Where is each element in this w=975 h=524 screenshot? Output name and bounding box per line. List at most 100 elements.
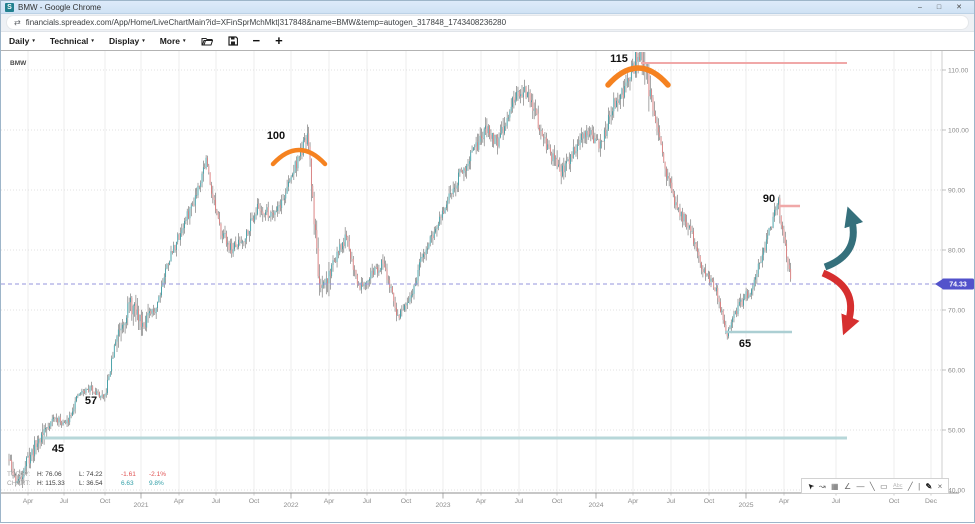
grid-tool-icon[interactable]: ▦ (831, 481, 839, 491)
spreadex-app-icon: S (5, 2, 14, 12)
svg-text:Dec: Dec (925, 498, 938, 505)
down-candles (8, 52, 792, 483)
level-label-100[interactable]: 100 (265, 129, 286, 144)
save-chart-icon[interactable] (227, 36, 238, 46)
top-arc-100[interactable] (270, 147, 328, 167)
chevron-down-icon: ▾ (91, 38, 94, 44)
svg-text:Jul: Jul (832, 498, 841, 505)
svg-text:90.00: 90.00 (948, 187, 965, 194)
level-label-115[interactable]: 115 (609, 52, 630, 67)
svg-text:Apr: Apr (476, 498, 487, 505)
horizontal-line-tool-icon[interactable]: — (856, 481, 865, 491)
price-chart-canvas[interactable]: BMW 74.33 110.00 100.00 90.00 80.00 70.00 60.00… (1, 50, 975, 524)
url-text[interactable]: financials.spreadex.com/App/Home/LiveCha… (25, 18, 507, 27)
svg-text:Oct: Oct (704, 498, 715, 505)
svg-text:100.00: 100.00 (948, 127, 969, 134)
chart-toolbar: Daily ▾ Technical ▾ Display ▾ More ▾ − + (1, 32, 974, 50)
chevron-down-icon: ▾ (142, 38, 145, 44)
level-label-57[interactable]: 57 (83, 394, 98, 409)
info-low: L: 36.54 (79, 480, 103, 487)
svg-text:Oct: Oct (100, 498, 111, 505)
current-price-badge: 74.33 (935, 278, 974, 290)
tab-switcher-icon[interactable]: ⇄ (14, 18, 21, 27)
candle-wicks (8, 52, 791, 488)
candles (8, 52, 792, 488)
address-bar-row: ⇄ financials.spreadex.com/App/Home/LiveC… (1, 14, 974, 32)
svg-text:Jul: Jul (363, 498, 372, 505)
top-arc-115[interactable] (605, 65, 671, 88)
symbol-watermark: BMW (10, 60, 27, 67)
polyline-arrow-tool-icon[interactable]: ↝ (818, 481, 826, 491)
menu-daily-label: Daily (9, 36, 30, 46)
svg-text:Apr: Apr (628, 498, 639, 505)
menu-display-label: Display (108, 36, 140, 46)
info-high: H: 115.33 (37, 480, 65, 487)
chevron-down-icon: ▾ (183, 38, 186, 44)
svg-text:50.00: 50.00 (948, 427, 965, 434)
up-candles (16, 52, 779, 483)
scenario-up-arrow[interactable] (823, 206, 864, 271)
svg-text:2022: 2022 (283, 502, 298, 509)
level-label-65[interactable]: 65 (737, 337, 752, 352)
open-chart-icon[interactable] (201, 36, 213, 46)
svg-text:Oct: Oct (401, 498, 412, 505)
svg-text:40.00: 40.00 (948, 487, 965, 494)
menu-display[interactable]: Display ▾ (109, 36, 145, 46)
svg-text:80.00: 80.00 (948, 247, 965, 254)
zoom-in-icon[interactable]: + (275, 33, 283, 48)
svg-text:60.00: 60.00 (948, 367, 965, 374)
svg-text:Apr: Apr (324, 498, 335, 505)
maximize-button[interactable]: □ (936, 3, 942, 11)
svg-text:70.00: 70.00 (948, 307, 965, 314)
scenario-down-arrow[interactable] (821, 269, 860, 336)
zoom-out-icon[interactable]: − (252, 33, 261, 48)
info-change-pct: 9.8% (149, 480, 164, 487)
cursor-tool-icon[interactable]: ➤ (806, 481, 816, 491)
diagonal-line-tool-icon[interactable]: ╱ (907, 481, 913, 491)
menu-daily[interactable]: Daily ▾ (9, 36, 35, 46)
info-change-pct: -2.1% (149, 471, 166, 478)
svg-text:Jul: Jul (667, 498, 676, 505)
svg-text:Oct: Oct (249, 498, 260, 505)
menu-technical[interactable]: Technical ▾ (50, 36, 94, 46)
ohlc-info-row: CHART: H: 115.33 L: 36.54 6.63 9.8% (7, 479, 179, 488)
svg-text:Jul: Jul (515, 498, 524, 505)
info-label: TODAY: (7, 471, 31, 478)
drawing-toolbox: ➤ ↝ ▦ ∠ — ╲ ▭ Abc ╱ | ✎ × (801, 478, 949, 494)
level-label-45[interactable]: 45 (50, 442, 65, 457)
time-axis: Apr Jul Oct 2021 Apr Jul Oct 2022 Apr Jul Oct 2023 A… (23, 493, 938, 509)
ohlc-info-row: TODAY: H: 76.06 L: 74.22 -1.61 -2.1% (7, 470, 179, 479)
minimize-button[interactable]: – (917, 3, 922, 11)
info-low: L: 74.22 (79, 471, 103, 478)
chevron-down-icon: ▾ (32, 38, 35, 44)
pencil-tool-icon[interactable]: ✎ (925, 481, 933, 491)
menu-technical-label: Technical (49, 36, 89, 46)
segment-tool-icon[interactable]: ╲ (869, 481, 875, 491)
svg-text:2024: 2024 (588, 502, 603, 509)
svg-text:2023: 2023 (435, 502, 450, 509)
info-high: H: 76.06 (37, 471, 62, 478)
info-change: -1.61 (121, 471, 136, 478)
window-title: BMW - Google Chrome (18, 2, 102, 12)
close-button[interactable]: ✕ (956, 3, 962, 11)
svg-text:Jul: Jul (212, 498, 221, 505)
svg-text:74.33: 74.33 (949, 282, 967, 289)
svg-text:2021: 2021 (133, 502, 148, 509)
delete-drawing-icon[interactable]: × (937, 481, 943, 491)
address-bar[interactable]: ⇄ financials.spreadex.com/App/Home/LiveC… (6, 15, 969, 30)
title-bar: S BMW - Google Chrome – □ ✕ (1, 1, 974, 14)
svg-text:Apr: Apr (779, 498, 790, 505)
svg-text:Jul: Jul (60, 498, 69, 505)
info-change: 6.63 (121, 480, 134, 487)
text-tool-icon[interactable]: Abc (893, 483, 903, 489)
fan-lines-tool-icon[interactable]: ∠ (843, 481, 852, 491)
plot-borders (1, 50, 975, 494)
price-axis: 110.00 100.00 90.00 80.00 70.00 60.00 50.00 40.… (942, 67, 969, 494)
vertical-line-tool-icon[interactable]: | (918, 481, 921, 491)
svg-text:110.00: 110.00 (948, 67, 969, 74)
level-label-90[interactable]: 90 (761, 192, 776, 207)
menu-more[interactable]: More ▾ (160, 36, 186, 46)
svg-text:Apr: Apr (174, 498, 185, 505)
rectangle-tool-icon[interactable]: ▭ (880, 481, 888, 491)
